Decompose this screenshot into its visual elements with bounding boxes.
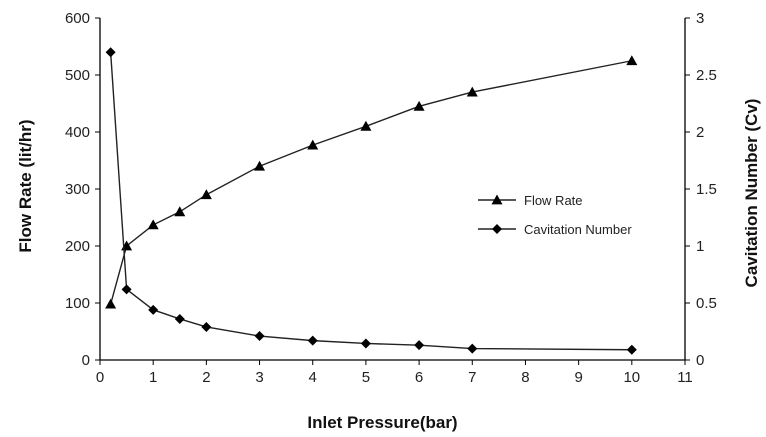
x-tick-label: 5 — [362, 369, 370, 386]
x-tick-label: 8 — [521, 369, 529, 386]
y2-tick-label: 0.5 — [696, 295, 717, 312]
legend-marker-cavitation-number — [492, 224, 502, 234]
legend-marker-flow-rate — [491, 194, 503, 205]
cavitation-number-point — [414, 340, 425, 351]
x-tick-label: 4 — [309, 369, 317, 386]
flow-rate-point — [307, 139, 319, 150]
x-tick-label: 2 — [202, 369, 210, 386]
cavitation-number-point — [174, 313, 185, 324]
y2-axis-title: Cavitation Number (Cv) — [742, 99, 761, 288]
y2-tick-label: 2 — [696, 124, 704, 141]
flow-rate-point — [466, 86, 478, 97]
x-tick-label: 0 — [96, 369, 104, 386]
y2-tick-label: 2.5 — [696, 67, 717, 84]
cavitation-number-point — [105, 47, 116, 58]
cavitation-number-point — [254, 331, 265, 342]
y2-tick-label: 1 — [696, 238, 704, 255]
flow-rate-point — [254, 160, 266, 171]
y-axis-title: Flow Rate (lit/hr) — [16, 119, 35, 252]
x-tick-label: 9 — [574, 369, 582, 386]
flow-rate-point — [105, 298, 117, 309]
cavitation-number-point — [148, 304, 159, 315]
flow-rate-point — [360, 120, 372, 131]
axes: 0 1 2 3 4 5 6 7 8 9 10 11010020030040050060000.511.… — [65, 10, 717, 386]
chart-marks — [105, 47, 638, 355]
y-tick-label: 400 — [65, 124, 90, 141]
x-tick-label: 1 — [149, 369, 157, 386]
y-tick-label: 100 — [65, 295, 90, 312]
cavitation-number-point — [307, 335, 318, 346]
y-tick-label: 500 — [65, 67, 90, 84]
y-tick-label: 300 — [65, 181, 90, 198]
cavitation-number-point — [121, 284, 132, 295]
x-axis-title: Inlet Pressure(bar) — [307, 413, 457, 432]
y2-tick-label: 0 — [696, 352, 704, 369]
x-tick-label: 7 — [468, 369, 476, 386]
x-tick-label: 3 — [255, 369, 263, 386]
legend-label-flow-rate: Flow Rate — [524, 193, 583, 208]
flow-rate-point — [174, 206, 186, 217]
y-tick-label: 600 — [65, 10, 90, 27]
flow-rate-point — [147, 219, 159, 230]
flow-rate-point — [413, 100, 425, 111]
legend-label-cavitation-number: Cavitation Number — [524, 222, 632, 237]
y-tick-label: 0 — [82, 352, 90, 369]
cavitation-number-point — [467, 343, 478, 354]
cavitation-number-point — [201, 321, 212, 332]
flow-rate-point — [200, 189, 212, 200]
cavitation-number-point — [360, 338, 371, 349]
legend: Flow Rate Cavitation Number — [478, 193, 632, 237]
flow-rate-line — [109, 60, 632, 305]
y-tick-label: 200 — [65, 238, 90, 255]
x-tick-label: 11 — [677, 369, 693, 386]
flow-rate-point — [626, 55, 638, 66]
y2-tick-label: 1.5 — [696, 181, 717, 198]
x-tick-label: 10 — [623, 369, 640, 386]
cavitation-number-point — [626, 344, 637, 355]
y2-tick-label: 3 — [696, 10, 704, 27]
x-tick-label: 6 — [415, 369, 423, 386]
